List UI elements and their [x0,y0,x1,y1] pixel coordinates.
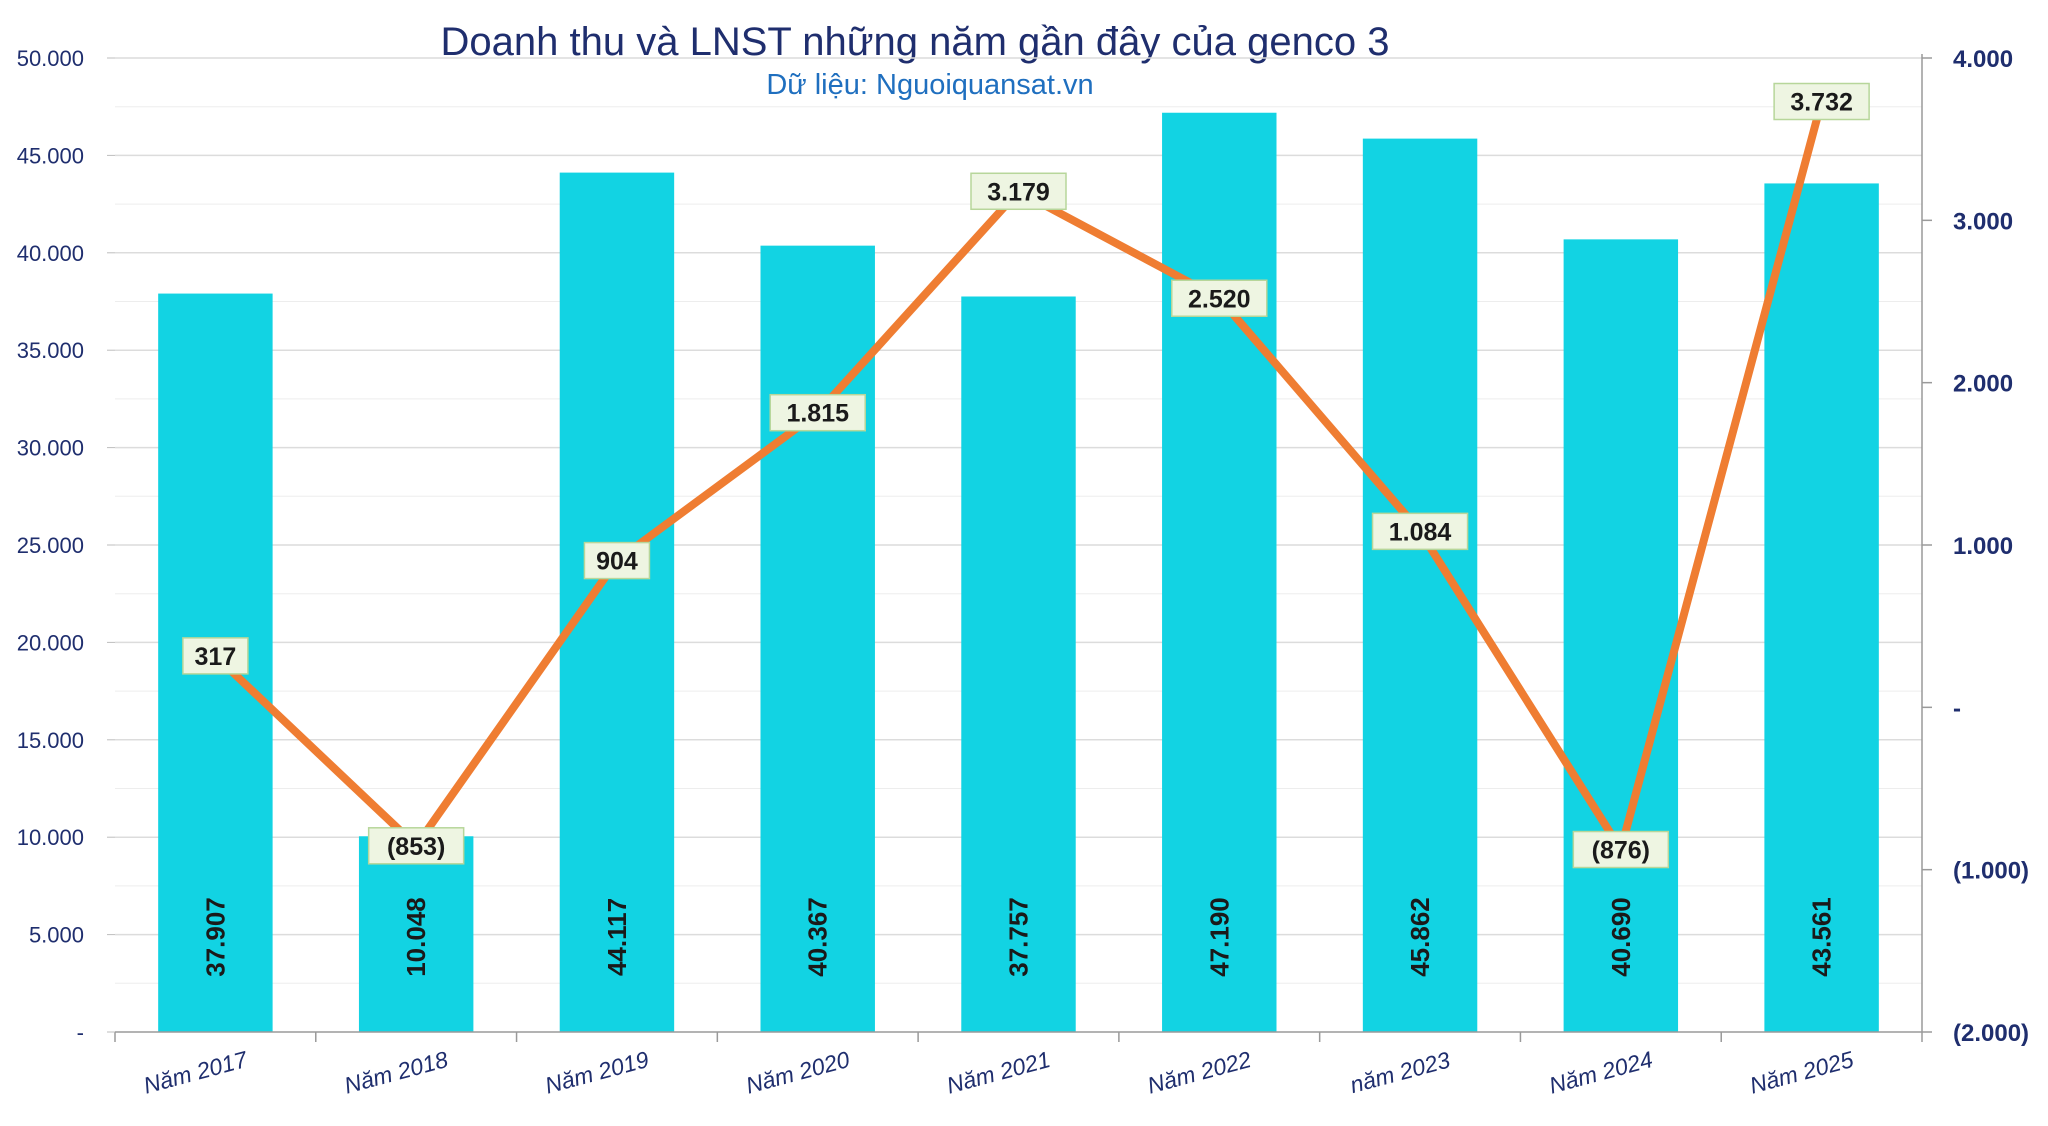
category-label: Năm 2020 [743,1046,852,1099]
revenue-bar [358,836,474,1032]
y-right-tick-label: (2.000) [1953,1020,2029,1047]
y-left-tick-label: - [77,1020,84,1045]
category-label: Năm 2021 [944,1046,1053,1099]
y-left-tick-label: 15.000 [17,728,84,753]
profit-label-box [1773,82,1870,121]
profit-value-label: 3.732 [1790,89,1853,117]
bar-value-label: 37.757 [1004,897,1034,977]
profit-value-label: (853) [387,833,445,861]
y-left-tick-label: 25.000 [17,533,84,558]
profit-label-box [583,541,651,580]
category-label: Năm 2022 [1145,1046,1254,1099]
y-right-tick-label: - [1953,695,1961,722]
bar-value-label: 43.561 [1807,897,1837,977]
profit-label-box [1171,279,1268,318]
category-label: Năm 2025 [1747,1046,1856,1099]
revenue-bar [559,172,675,1033]
profit-value-label: 2.520 [1188,285,1251,313]
y-left-tick-label: 5.000 [29,923,84,948]
profit-value-label: 1.815 [786,400,849,428]
revenue-bar [1162,112,1277,1033]
bar-value-label: 45.862 [1405,897,1435,977]
chart-title: Doanh thu và LNST những năm gần đây của … [441,20,1390,64]
profit-value-label: (876) [1592,837,1650,865]
y-right-tick-label: 4.000 [1953,46,2013,73]
profit-value-label: 317 [195,643,237,671]
bar-value-label: 44.117 [602,898,632,976]
y-left-tick-label: 50.000 [17,46,84,71]
profit-value-label: 1.084 [1389,518,1452,546]
bar-value-label: 47.190 [1204,897,1234,977]
profit-label-box [1371,512,1469,551]
profit-value-label: 3.179 [987,178,1050,206]
y-left-tick-label: 10.000 [17,825,84,850]
category-label: Năm 2018 [341,1046,450,1099]
y-right-tick-label: (1.000) [1953,858,2029,885]
profit-label-box [182,637,249,675]
chart-subtitle: Dữ liệu: Nguoiquansat.vn [766,69,1093,101]
profit-label-box [769,393,866,432]
y-right-tick-label: 3.000 [1953,208,2013,235]
bar-value-label: 40.690 [1606,897,1636,977]
y-left-tick-label: 40.000 [17,241,84,266]
y-right-tick-label: 1.000 [1953,533,2013,560]
profit-label-box [970,172,1067,211]
revenue-bar [961,296,1076,1032]
revenue-bar [1563,239,1679,1033]
data-labels: 37.907 10.048 44.117 40.367 37.757 47.190 45.8… [182,82,1870,977]
category-label: Năm 2019 [542,1046,651,1099]
bar-series [158,112,1879,1033]
y-left-tick-label: 45.000 [17,143,84,168]
category-label: Năm 2024 [1546,1046,1655,1099]
y-right-tick-label: 2.000 [1953,371,2013,398]
y-left-tick-label: 30.000 [17,436,84,461]
profit-value-label: 904 [596,548,638,576]
y-left-tick-label: 35.000 [17,338,84,363]
revenue-bar [760,245,875,1033]
category-label: Năm 2017 [141,1046,251,1099]
revenue-bar [1764,183,1879,1033]
y-left-tick-label: 20.000 [17,630,84,655]
profit-label-box [1572,830,1670,869]
bar-value-label: 37.907 [200,897,230,977]
category-label: năm 2023 [1347,1046,1453,1098]
bar-value-label: 10.048 [401,897,431,977]
bar-value-label: 40.367 [803,897,833,977]
profit-label-box [367,827,465,865]
